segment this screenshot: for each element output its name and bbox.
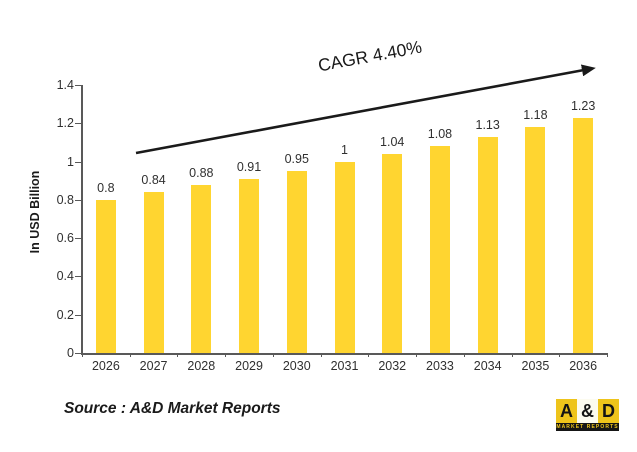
y-axis-tick [75, 276, 81, 278]
y-axis-label-0.6: 0.6 [56, 231, 74, 246]
bar-2028 [191, 184, 212, 353]
logo-letter-a: A [556, 399, 577, 423]
y-axis-tick [75, 85, 81, 86]
x-axis-tick [129, 353, 131, 357]
logo-tagline: MARKET REPORTS [556, 423, 619, 431]
y-axis-tick [75, 199, 81, 201]
y-axis-labels: 0 0.2 0.4 0.6 0.8 1 1.2 1.4 [26, 78, 74, 360]
bar-value-label: 1.23 [570, 98, 596, 113]
bar-2029 [239, 178, 260, 353]
y-axis-label-0.4: 0.4 [56, 269, 74, 284]
brand-logo: A & D MARKET REPORTS [556, 399, 619, 431]
bar-2036 [573, 117, 594, 353]
bar-value-label: 0.88 [189, 165, 214, 180]
bar-2034 [477, 136, 498, 353]
x-axis-label-2034: 2034 [473, 359, 502, 373]
y-axis-tick [75, 161, 81, 163]
x-axis-label-2026: 2026 [91, 359, 120, 373]
bar-2027 [143, 192, 164, 353]
x-axis-label-2030: 2030 [282, 359, 311, 373]
x-axis-tick [368, 353, 370, 357]
y-axis-label-1: 1 [67, 154, 74, 169]
x-axis-tick [463, 353, 465, 357]
bar-value-label: 0.84 [141, 173, 166, 188]
bar-value-label: 1.13 [475, 117, 500, 132]
x-axis-tick [511, 353, 513, 357]
y-axis-tick [75, 314, 81, 316]
x-axis-label-2035: 2035 [521, 359, 550, 373]
x-axis-tick [559, 353, 561, 357]
bar-2033 [429, 146, 450, 353]
bar-value-label: 0.95 [284, 152, 309, 167]
logo-ampersand: & [577, 399, 598, 423]
x-axis-tick [320, 353, 322, 357]
plot-area: 0.8 2026 0.84 2027 0.88 2028 0.91 2029 0.95 2030 1… [82, 85, 608, 373]
y-axis-label-1.4: 1.4 [56, 78, 74, 92]
x-axis-label-2028: 2028 [187, 359, 216, 373]
x-axis-label-2036: 2036 [569, 359, 598, 373]
bar-value-label: 0.8 [97, 180, 115, 195]
brand-logo-letters: A & D [556, 399, 619, 423]
x-axis-label-2032: 2032 [378, 359, 407, 373]
bar-2031 [334, 161, 355, 353]
x-axis-tick [607, 353, 608, 357]
y-axis-label-0.2: 0.2 [56, 307, 74, 322]
bar-value-label: 1.04 [380, 134, 405, 149]
x-axis-label-2027: 2027 [139, 359, 168, 373]
x-axis-tick [225, 353, 227, 357]
logo-letter-d: D [598, 399, 619, 423]
x-axis-tick [177, 353, 179, 357]
bar-2032 [382, 153, 403, 353]
x-axis-tick [272, 353, 274, 357]
x-axis-label-2033: 2033 [426, 359, 454, 373]
y-axis-tick [75, 353, 81, 354]
source-text: Source : A&D Market Reports [64, 400, 281, 417]
bar-2030 [286, 171, 307, 353]
bar-2035 [525, 127, 546, 353]
bar-value-label: 0.91 [236, 159, 262, 174]
y-axis-label-1.2: 1.2 [56, 116, 74, 131]
bar-value-label: 1 [341, 142, 348, 157]
x-axis-label-2029: 2029 [235, 359, 263, 373]
y-axis-tick [75, 123, 81, 125]
x-axis-label-2031: 2031 [330, 359, 359, 373]
y-axis-line [81, 85, 83, 354]
x-axis-line [81, 353, 608, 355]
cagr-annotation: CAGR 4.40% [316, 36, 424, 76]
x-axis-tick [416, 353, 418, 357]
x-axis-tick [82, 353, 83, 357]
y-axis-label-0: 0 [67, 346, 74, 360]
y-axis-label-0.8: 0.8 [56, 192, 74, 207]
bar-value-label: 1.18 [523, 108, 548, 123]
bar-2026 [95, 199, 116, 353]
y-axis-tick [75, 238, 81, 240]
bar-value-label: 1.08 [427, 127, 453, 142]
